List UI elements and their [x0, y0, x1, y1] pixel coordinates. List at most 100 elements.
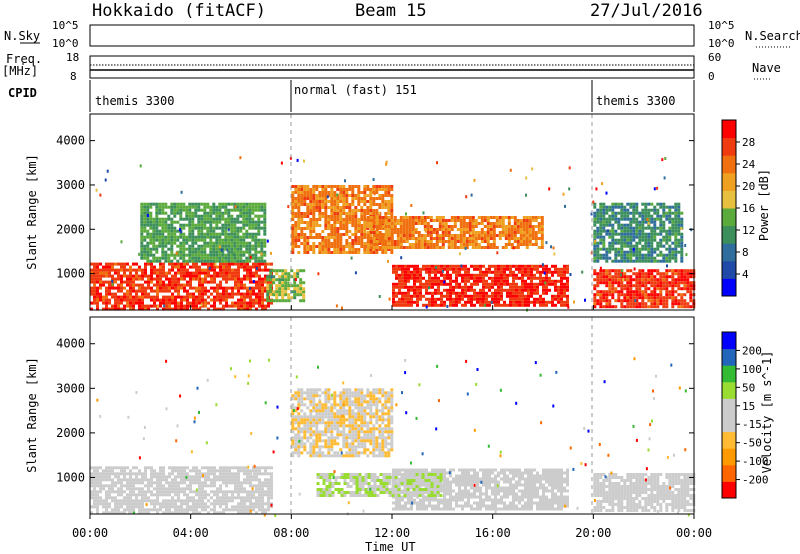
heatmap-cell	[656, 287, 660, 291]
heatmap-cell	[309, 197, 313, 200]
heatmap-cell	[384, 216, 388, 219]
heatmap-cell	[93, 292, 96, 296]
heatmap-cell	[114, 505, 117, 509]
heatmap-cell	[497, 288, 500, 292]
heatmap-cell	[623, 275, 627, 279]
heatmap-cell	[635, 299, 639, 303]
heatmap-cell	[243, 268, 246, 272]
heatmap-cell	[611, 247, 615, 251]
heatmap-cell	[674, 259, 678, 263]
heatmap-cell	[452, 297, 455, 301]
heatmap-cell	[506, 288, 509, 292]
heatmap-cell	[102, 298, 105, 302]
heatmap-cell	[155, 232, 159, 236]
heatmap-cell	[210, 496, 213, 500]
heatmap-cell	[108, 502, 111, 506]
heatmap-cell	[227, 211, 231, 215]
heatmap-cell	[458, 252, 461, 256]
heatmap-cell	[623, 305, 627, 309]
heatmap-cell	[664, 157, 667, 160]
heatmap-cell	[168, 484, 171, 488]
heatmap-cell	[674, 244, 678, 248]
heatmap-cell	[150, 286, 153, 290]
heatmap-cell	[159, 466, 162, 470]
noise-left-tick-top: 10^5	[52, 19, 79, 32]
heatmap-cell	[330, 188, 334, 191]
heatmap-cell	[207, 280, 210, 284]
heatmap-cell	[416, 273, 419, 277]
heatmap-cell	[335, 304, 338, 308]
heatmap-cell	[605, 205, 609, 209]
heatmap-cell	[144, 262, 147, 266]
heatmap-cell	[263, 244, 267, 248]
heatmap-cell	[407, 270, 410, 274]
heatmap-cell	[170, 208, 174, 212]
heatmap-cell	[510, 237, 514, 240]
heatmap-cell	[159, 469, 162, 473]
heatmap-cell	[336, 221, 340, 224]
heatmap-cell	[93, 286, 96, 290]
heatmap-cell	[441, 240, 445, 243]
heatmap-cell	[212, 202, 216, 206]
heatmap-cell	[192, 265, 195, 269]
heatmap-cell	[173, 208, 177, 212]
heatmap-cell	[534, 243, 538, 246]
heatmap-cell	[482, 297, 485, 301]
heatmap-cell	[194, 247, 198, 251]
heatmap-cell	[563, 267, 566, 271]
heatmap-cell	[462, 231, 466, 234]
heatmap-cell	[369, 228, 373, 231]
heatmap-cell	[650, 284, 654, 288]
heatmap-cell	[479, 279, 482, 283]
heatmap-cell	[680, 238, 684, 242]
heatmap-cell	[599, 293, 603, 297]
heatmap-cell	[171, 472, 174, 476]
heatmap-cell	[144, 292, 147, 296]
heatmap-cell	[278, 290, 282, 294]
heatmap-cell	[414, 246, 418, 249]
heatmap-cell	[300, 200, 304, 203]
heatmap-cell	[524, 279, 527, 283]
heatmap-cell	[540, 225, 544, 228]
heatmap-cell	[143, 235, 147, 239]
heatmap-cell	[138, 252, 141, 256]
heatmap-cell	[155, 244, 159, 248]
heatmap-cell	[155, 214, 159, 218]
heatmap-cell	[216, 493, 219, 497]
heatmap-cell	[108, 475, 111, 479]
heatmap-cell	[566, 300, 569, 304]
heatmap-cell	[449, 279, 452, 283]
heatmap-cell	[114, 304, 117, 308]
heatmap-cell	[345, 188, 349, 191]
heatmap-cell	[126, 493, 129, 497]
heatmap-cell	[141, 277, 144, 281]
heatmap-cell	[419, 270, 422, 274]
heatmap-cell	[138, 472, 141, 476]
heatmap-cell	[342, 227, 346, 230]
heatmap-cell	[214, 262, 217, 266]
heatmap-cell	[357, 251, 361, 254]
heatmap-cell	[195, 511, 198, 515]
heatmap-cell	[111, 274, 114, 278]
heatmap-cell	[153, 469, 156, 473]
heatmap-cell	[242, 220, 246, 224]
heatmap-cell	[680, 256, 684, 260]
heatmap-cell	[284, 275, 288, 279]
heatmap-cell	[553, 252, 556, 256]
heatmap-cell	[114, 307, 117, 311]
heatmap-cell	[635, 229, 639, 233]
heatmap-cell	[464, 300, 467, 304]
heatmap-cell	[291, 203, 295, 206]
heatmap-cell	[602, 305, 606, 309]
heatmap-cell	[662, 229, 666, 233]
heatmap-cell	[455, 300, 458, 304]
heatmap-cell	[239, 202, 243, 206]
heatmap-cell	[195, 493, 198, 497]
heatmap-cell	[144, 274, 147, 278]
heatmap-cell	[249, 298, 252, 302]
heatmap-cell	[399, 216, 403, 219]
heatmap-cell	[525, 219, 529, 222]
heatmap-cell	[210, 277, 213, 281]
heatmap-cell	[542, 291, 545, 295]
heatmap-cell	[140, 247, 144, 251]
